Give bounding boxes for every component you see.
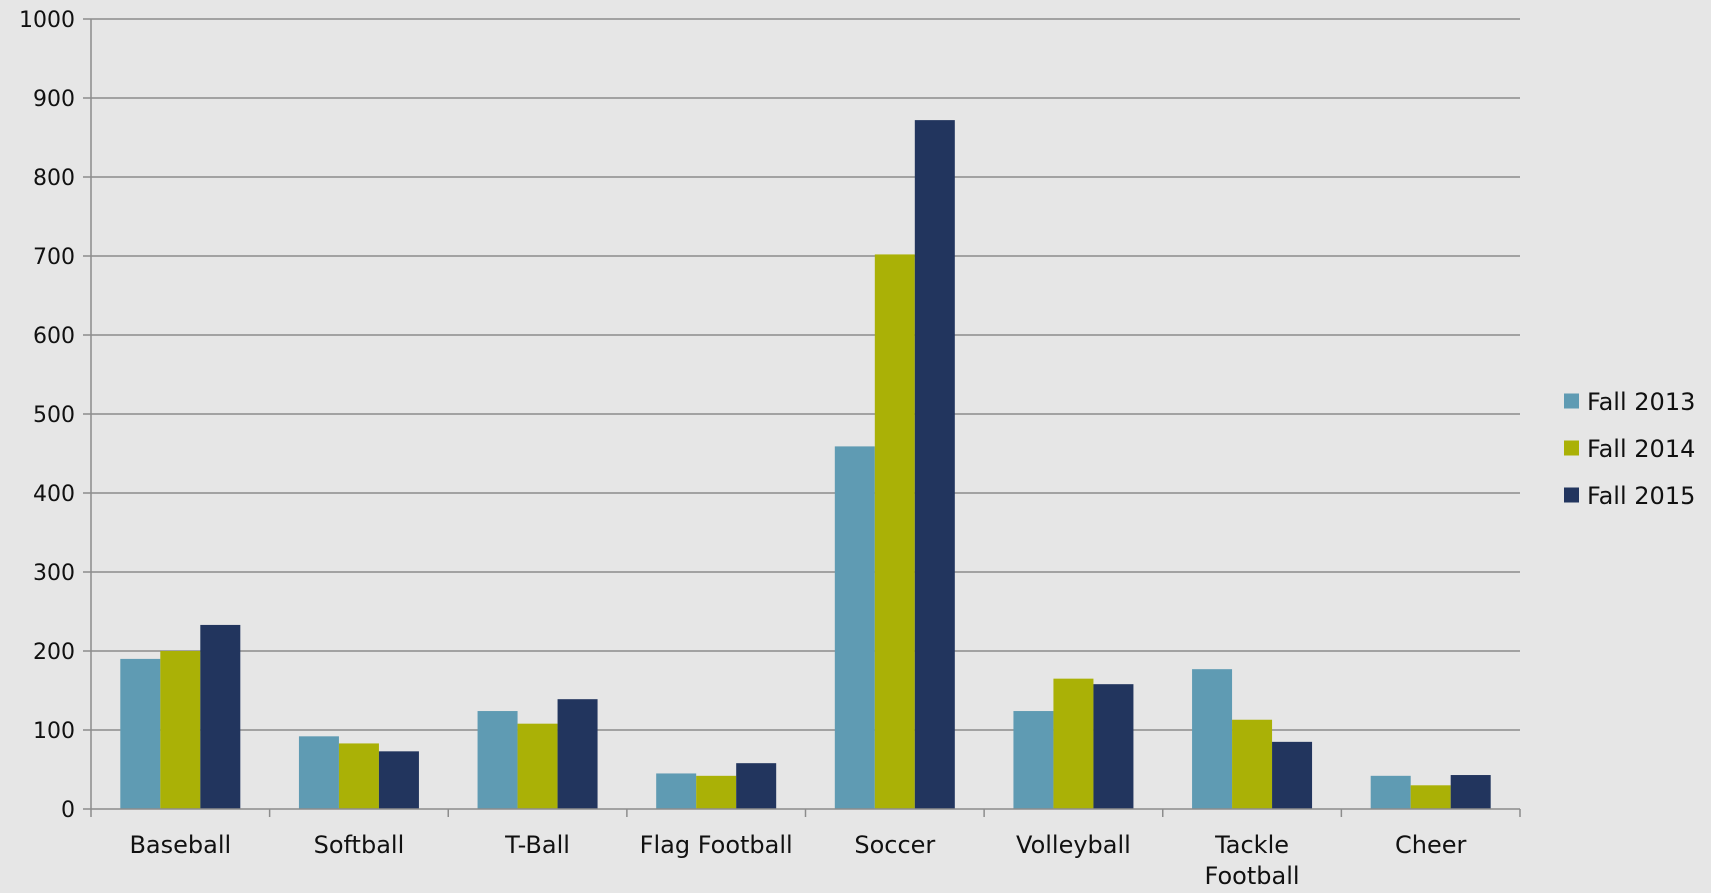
x-category-label: Soccer [854,831,935,859]
bars [120,120,1491,810]
x-category-label: Volleyball [1016,831,1131,859]
y-tick-label: 400 [33,482,75,507]
bar-fall-2014-cheer [1410,785,1451,809]
axes [83,18,1521,817]
y-tick-label: 100 [33,719,75,744]
bar-fall-2013-soccer [834,446,875,809]
bar-fall-2014-softball [338,743,379,809]
y-tick-label: 900 [33,87,75,112]
bar-fall-2014-flag-football [696,775,737,809]
legend-label: Fall 2013 [1587,388,1695,416]
bar-fall-2014-baseball [160,651,201,809]
x-category-label: Softball [314,831,405,859]
bar-fall-2015-baseball [200,624,241,809]
x-category-label: T-Ball [504,831,570,859]
bar-fall-2013-t-ball [477,711,518,809]
bar-fall-2015-volleyball [1093,684,1134,809]
y-tick-label: 0 [61,798,75,823]
bar-fall-2014-t-ball [517,723,558,809]
x-category-label: Baseball [129,831,231,859]
legend-swatch [1564,487,1579,503]
y-tick-label: 1000 [19,8,75,33]
bar-fall-2013-cheer [1370,775,1411,809]
bar-fall-2015-cheer [1450,775,1491,809]
bar-fall-2013-tackle-football [1192,669,1233,809]
bar-fall-2013-baseball [120,658,161,809]
legend-swatch [1564,393,1579,409]
y-tick-labels: 0 100 200 300 400 500 600 700 800 900 1000 [19,8,75,823]
bar-fall-2015-t-ball [557,699,598,809]
x-category-label: Tackle [1214,831,1289,859]
bar-fall-2015-soccer [914,120,955,810]
x-category-label: Flag Football [640,831,793,859]
bar-fall-2014-soccer [874,254,915,810]
bar-fall-2013-softball [298,736,339,809]
legend-label: Fall 2015 [1587,482,1695,510]
bar-fall-2015-softball [378,751,419,809]
x-category-label: Cheer [1395,831,1467,859]
y-tick-label: 600 [33,324,75,349]
bar-fall-2013-volleyball [1013,711,1054,809]
y-tick-label: 200 [33,640,75,665]
bar-fall-2014-volleyball [1053,678,1094,809]
y-tick-label: 800 [33,166,75,191]
y-tick-label: 500 [33,403,75,428]
x-category-labels: Baseball Softball T-Ball Flag Football Socce… [129,831,1467,890]
legend-label: Fall 2014 [1587,435,1695,463]
bar-fall-2014-tackle-football [1232,719,1273,809]
legend: Fall 2013 Fall 2014 Fall 2015 [1564,388,1695,510]
bar-fall-2013-flag-football [656,773,697,809]
bar-fall-2015-flag-football [736,763,777,809]
y-tick-label: 700 [33,245,75,270]
bar-fall-2015-tackle-football [1272,741,1313,809]
x-category-label: Football [1205,862,1300,889]
legend-swatch [1564,440,1579,456]
y-tick-label: 300 [33,561,75,586]
gridlines [91,18,1520,731]
